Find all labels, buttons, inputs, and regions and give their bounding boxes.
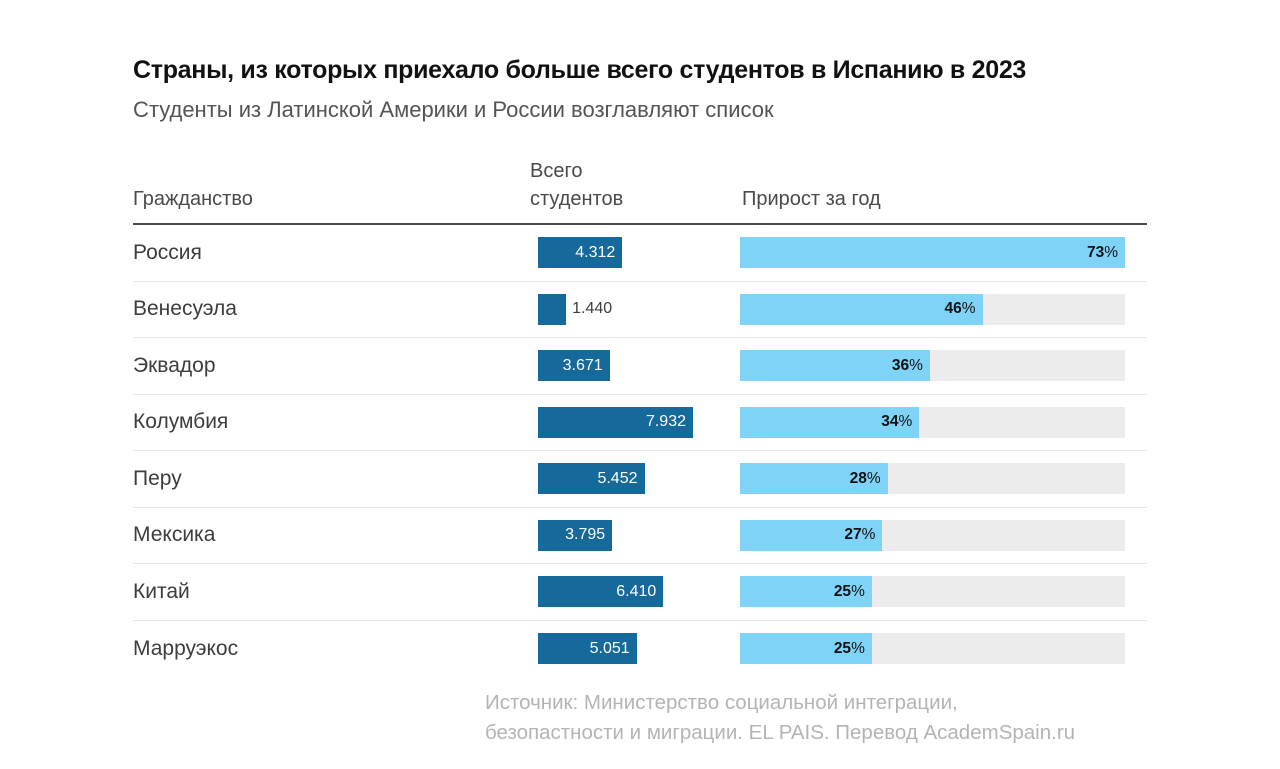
- table-row: Эквадор 3.671 36%: [133, 338, 1147, 395]
- students-cell: 6.410: [530, 576, 740, 608]
- growth-cell: 28%: [740, 463, 1147, 495]
- growth-cell: 73%: [740, 237, 1147, 269]
- students-bar: 7.932: [538, 406, 693, 438]
- growth-value-label: 46%: [944, 300, 976, 318]
- column-header-students-line2: студентов: [530, 188, 624, 210]
- growth-bar: 34%: [740, 406, 920, 438]
- growth-track: 34%: [740, 406, 1125, 438]
- table-row: Перу 5.452 28%: [133, 451, 1147, 508]
- growth-value-label: 25%: [833, 582, 865, 600]
- students-cell: 5.051: [530, 633, 740, 665]
- table-body: Россия 4.312 73% Венесуэла 1.440: [133, 225, 1147, 677]
- growth-track: 73%: [740, 237, 1125, 269]
- growth-bar: 25%: [740, 576, 872, 608]
- country-label: Колумбия: [133, 410, 229, 434]
- students-bar: [538, 293, 567, 325]
- growth-value-label: 34%: [881, 413, 913, 431]
- growth-value-label: 28%: [849, 469, 881, 487]
- country-label: Венесуэла: [133, 297, 237, 321]
- growth-value-label: 73%: [1086, 243, 1118, 261]
- growth-value-label: 27%: [844, 526, 876, 544]
- growth-bar: 73%: [740, 237, 1125, 269]
- source-line-2: безопастности и миграции. EL PAIS. Перев…: [485, 721, 1076, 744]
- growth-bar: 36%: [740, 350, 930, 382]
- students-value-inside: 6.410: [616, 582, 657, 600]
- students-bar: 5.051: [538, 633, 637, 665]
- table-row: Россия 4.312 73%: [133, 225, 1147, 282]
- country-label: Марруэкос: [133, 636, 239, 660]
- students-bar: 4.312: [538, 237, 623, 269]
- column-header-students-line1: Всего: [530, 160, 583, 182]
- students-cell: 7.932: [530, 406, 740, 438]
- growth-cell: 27%: [740, 519, 1147, 551]
- country-label: Мексика: [133, 523, 216, 547]
- country-label: Эквадор: [133, 353, 216, 377]
- growth-track: 27%: [740, 519, 1125, 551]
- table-row: Марруэкос 5.051 25%: [133, 621, 1147, 678]
- students-bar: 6.410: [538, 576, 664, 608]
- students-bar: 3.795: [538, 519, 613, 551]
- table-row: Колумбия 7.932 34%: [133, 395, 1147, 451]
- table-row: Венесуэла 1.440 46%: [133, 282, 1147, 338]
- students-value-inside: 4.312: [575, 243, 616, 261]
- growth-bar: 27%: [740, 519, 883, 551]
- table-row: Китай 6.410 25%: [133, 564, 1147, 621]
- growth-track: 28%: [740, 463, 1125, 495]
- chart-title: Страны, из которых приехало больше всего…: [133, 56, 1027, 84]
- students-cell: 3.795: [530, 519, 740, 551]
- chart-subtitle: Студенты из Латинской Америки и России в…: [133, 97, 774, 122]
- growth-cell: 25%: [740, 576, 1147, 608]
- chart-content: Страны, из которых приехало больше всего…: [133, 56, 1147, 748]
- growth-cell: 34%: [740, 406, 1147, 438]
- students-value-inside: 3.795: [565, 526, 606, 544]
- growth-bar: 46%: [740, 293, 983, 325]
- students-value-inside: 7.932: [645, 413, 686, 431]
- country-label: Россия: [133, 240, 202, 264]
- students-value-inside: 5.452: [597, 469, 638, 487]
- students-cell: 1.440: [530, 293, 740, 325]
- source-line-1: Источник: Министерство социальной интегр…: [485, 691, 958, 714]
- source-note: Источник: Министерство социальной интегр…: [485, 688, 1147, 748]
- growth-cell: 46%: [740, 293, 1147, 325]
- students-cell: 5.452: [530, 463, 740, 495]
- growth-track: 25%: [740, 576, 1125, 608]
- country-label: Перу: [133, 466, 182, 490]
- students-value-inside: 5.051: [589, 639, 630, 657]
- students-cell: 3.671: [530, 350, 740, 382]
- growth-track: 46%: [740, 293, 1125, 325]
- students-value-outside: 1.440: [572, 300, 613, 318]
- column-header-country: Гражданство: [133, 188, 253, 210]
- students-bar: 5.452: [538, 463, 645, 495]
- growth-value-label: 25%: [833, 639, 865, 657]
- table-header: Гражданство Всего студентов Прирост за г…: [133, 157, 1147, 225]
- country-label: Китай: [133, 579, 190, 603]
- growth-track: 36%: [740, 350, 1125, 382]
- growth-cell: 36%: [740, 350, 1147, 382]
- growth-value-label: 36%: [891, 356, 923, 374]
- students-bar: 3.671: [538, 350, 610, 382]
- students-cell: 4.312: [530, 237, 740, 269]
- column-header-growth: Прирост за год: [742, 188, 881, 210]
- growth-track: 25%: [740, 633, 1125, 665]
- growth-cell: 25%: [740, 633, 1147, 665]
- table-row: Мексика 3.795 27%: [133, 508, 1147, 564]
- students-value-inside: 3.671: [562, 356, 603, 374]
- growth-bar: 25%: [740, 633, 872, 665]
- growth-bar: 28%: [740, 463, 888, 495]
- column-header-students: Всего студентов: [530, 157, 740, 213]
